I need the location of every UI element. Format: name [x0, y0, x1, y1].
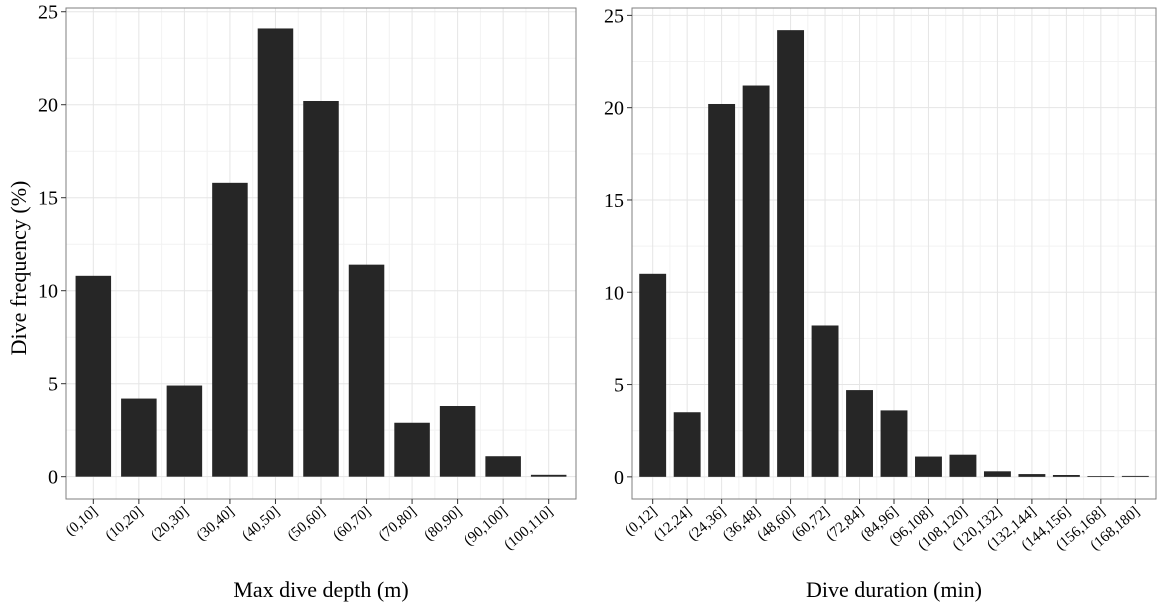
duration-histogram-panel: 0510152025(0,12](12,24](24,36](36,48](48…: [604, 5, 1157, 602]
x-axis-title: Dive duration (min): [806, 577, 982, 602]
bar: [983, 471, 1011, 477]
bar: [394, 422, 430, 477]
y-tick-label: 15: [604, 190, 624, 212]
y-tick-label: 0: [48, 467, 58, 489]
bar: [75, 275, 112, 477]
x-tick-label: (10,20]: [103, 504, 147, 544]
depth-histogram-panel: 0 5 10 15 20 25 (0,10] (10,20] (20,30] (30,40] (40…: [38, 2, 577, 602]
bar: [121, 398, 157, 477]
bar: [166, 385, 203, 477]
x-tick-label: (72,84]: [823, 504, 867, 544]
y-tick-label: 20: [38, 95, 58, 117]
bar: [742, 85, 770, 477]
bar: [348, 264, 385, 477]
x-tick-label: (48,60]: [754, 504, 798, 544]
y-tick-label: 20: [604, 98, 624, 120]
bar: [949, 454, 977, 477]
bar: [708, 103, 736, 477]
x-tick-label: (100,110]: [501, 504, 556, 554]
bar: [1052, 475, 1080, 477]
x-tick-label: (80,90]: [421, 504, 465, 544]
bar: [915, 456, 942, 477]
bar: [1018, 474, 1046, 477]
y-tick-label: 25: [38, 2, 58, 24]
y-tick-label: 5: [614, 375, 624, 397]
bar: [811, 325, 839, 477]
bar: [880, 410, 908, 477]
bar: [777, 30, 805, 477]
x-tick-label: (30,40]: [194, 504, 238, 544]
y-tick-label: 15: [38, 188, 58, 210]
bar: [1121, 475, 1149, 477]
bar: [439, 406, 476, 477]
bar: [1087, 476, 1115, 477]
x-tick-label: (60,72]: [789, 504, 833, 544]
y-tick-label: 10: [38, 281, 58, 303]
bar: [485, 456, 521, 477]
x-tick-label: (60,70]: [330, 504, 374, 544]
x-tick-label: (50,60]: [285, 504, 329, 544]
y-tick-label: 0: [614, 467, 624, 489]
x-tick-label: (0,10]: [63, 504, 101, 540]
bar: [303, 100, 339, 477]
bar: [212, 182, 248, 477]
y-axis-title: Dive frequency (%): [6, 181, 31, 356]
bar: [673, 412, 701, 477]
x-tick-label: (12,24]: [651, 504, 695, 544]
x-tick-label: (70,80]: [376, 504, 420, 544]
y-tick-label: 10: [604, 282, 624, 304]
x-tick-label: (24,36]: [685, 504, 729, 544]
bar: [257, 28, 294, 477]
x-tick-label: (20,30]: [148, 504, 192, 544]
bar: [639, 273, 667, 477]
x-axis-title: Max dive depth (m): [233, 577, 408, 602]
bar: [846, 390, 873, 477]
x-tick-label: (40,50]: [239, 504, 283, 544]
x-tick-label: (36,48]: [720, 504, 764, 544]
bar: [530, 474, 567, 477]
y-tick-label: 25: [604, 5, 624, 27]
y-tick-label: 5: [48, 374, 58, 396]
